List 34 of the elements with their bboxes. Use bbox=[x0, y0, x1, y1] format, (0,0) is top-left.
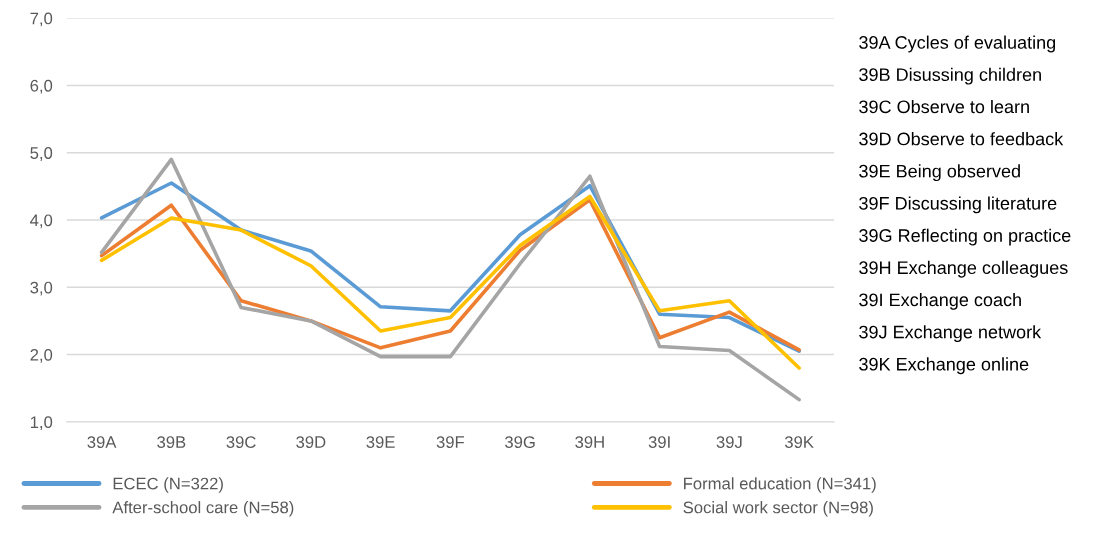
text: 39A Cycles of evaluating bbox=[859, 35, 1056, 53]
text: 39D Observe to feedback bbox=[859, 132, 1064, 146]
x-tick-label: 39H bbox=[575, 436, 604, 448]
x-tick-label: 39G bbox=[505, 436, 535, 448]
y-tick-label: 3,0 bbox=[30, 281, 53, 296]
x-tick-label: 39B bbox=[157, 436, 186, 448]
x-tick-label: 39F bbox=[436, 436, 465, 448]
text: 39C Observe to learn bbox=[859, 99, 1029, 114]
text: 39I Exchange coach bbox=[859, 292, 1021, 310]
text: 39F Discussing literature bbox=[859, 196, 1057, 214]
y-tick-label: 7,0 bbox=[30, 12, 53, 27]
x-tick-label: 39J bbox=[716, 436, 742, 448]
y-tick-label: 1,0 bbox=[30, 416, 53, 431]
legend-label: Social work sector (N=98) bbox=[683, 501, 873, 517]
legend-label: Formal education (N=341) bbox=[684, 477, 876, 493]
y-tick-label: 5,0 bbox=[30, 147, 53, 161]
legend-label: After-school care (N=58) bbox=[112, 501, 294, 517]
legend-label: ECEC (N=322) bbox=[113, 477, 223, 493]
x-tick-label: 39K bbox=[784, 436, 814, 448]
y-tick-label: 6,0 bbox=[30, 79, 53, 94]
x-tick-label: 39E bbox=[366, 436, 395, 448]
x-tick-label: 39C bbox=[226, 436, 256, 448]
y-tick-label: 2,0 bbox=[30, 348, 53, 363]
y-tick-label: 4,0 bbox=[30, 214, 53, 229]
text: 39J Exchange network bbox=[859, 325, 1042, 342]
text: 39G Reflecting on practice bbox=[859, 228, 1071, 246]
text: 39K Exchange online bbox=[859, 357, 1029, 375]
line-series bbox=[99, 157, 801, 402]
x-tick-label: 39D bbox=[296, 436, 326, 448]
x-tick-label: 39A bbox=[87, 436, 117, 448]
text: 39H Exchange colleagues bbox=[859, 260, 1068, 278]
text: 39E Being observed bbox=[859, 164, 1020, 182]
text: 39B Disussing children bbox=[859, 67, 1041, 85]
x-tick-label: 39I bbox=[648, 436, 670, 448]
